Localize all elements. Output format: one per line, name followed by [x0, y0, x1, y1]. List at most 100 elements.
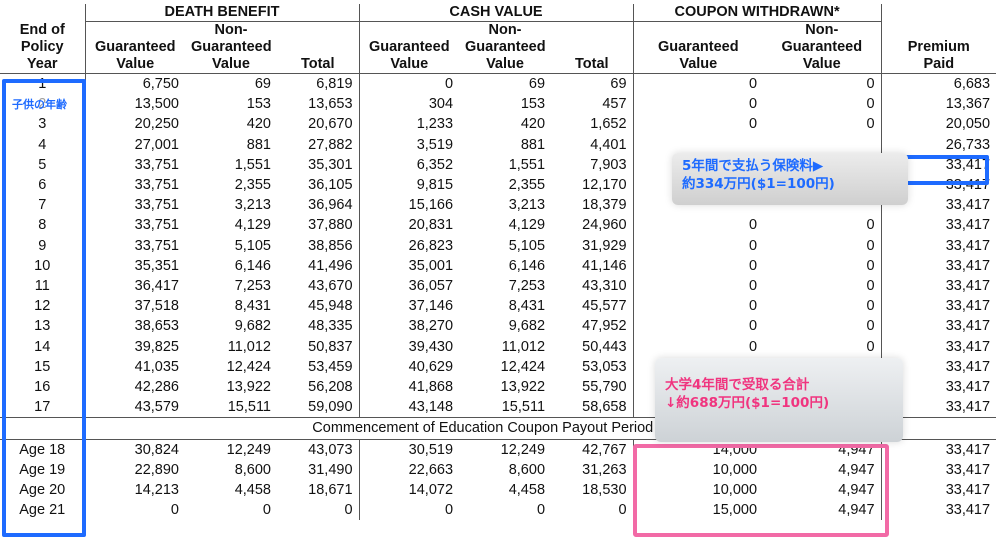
cv-non-guaranteed-cell: 9,682	[508, 318, 546, 335]
db-total-cell: 27,882	[308, 136, 353, 153]
cv-total-header: Total	[574, 56, 609, 72]
cw-non-guaranteed-cell: 0	[763, 73, 882, 95]
cv-non-guaranteed-cell: 881	[520, 136, 546, 153]
db-total-cell: 20,670	[308, 116, 353, 133]
table-row: Age 21 0 0 0 0 0 0 15,000 4,947 33,417	[0, 500, 997, 521]
table-body: 16,750696,81906969006,683213,50015313,65…	[0, 73, 997, 521]
cw-guaranteed-cell: 10,000	[632, 480, 764, 501]
db-total-cell: 13,653	[308, 96, 353, 113]
cv-guaranteed-cell: 36,057	[358, 276, 460, 297]
cv-guaranteed-cell: 39,430	[358, 336, 460, 357]
db-total-cell: 43,670	[308, 278, 353, 295]
premium-paid-cell: 6,683	[880, 73, 997, 95]
cw-non-guaranteed-cell: 4,947	[838, 461, 875, 478]
db-non-guaranteed-cell: 12,249	[226, 441, 271, 458]
cw-guaranteed-cell: 0	[632, 73, 764, 95]
db-guaranteed-cell: 27,001	[84, 134, 185, 155]
cv-total-cell: 41,146	[582, 257, 627, 274]
db-guaranteed-cell: 37,518	[84, 296, 185, 317]
db-guaranteed-header: Guaranteed Value	[84, 21, 185, 74]
cw-non-guaranteed-cell: 0	[866, 278, 875, 295]
policy-year-cell: 13	[34, 318, 51, 335]
db-non-guaranteed-cell: 7,253	[234, 278, 271, 295]
premium-callout-line2: 約334万円($1=100円)	[682, 176, 835, 192]
db-guaranteed-cell: 38,653	[84, 316, 185, 337]
table-row: 8 33,751 4,129 37,880 20,831 4,129 24,960 0 0 33,…	[0, 215, 997, 236]
cw-non-guaranteed-cell: 0	[866, 217, 875, 234]
db-guaranteed-cell: 43,579	[84, 397, 185, 418]
cw-guaranteed-cell: 0	[632, 94, 764, 115]
cv-guaranteed-cell: 38,270	[358, 316, 460, 337]
cv-non-guaranteed-cell: 0	[536, 502, 546, 519]
payout-callout-line2: ↓約688万円($1=100円)	[665, 395, 830, 411]
cv-total-cell: 43,310	[582, 278, 627, 295]
cw-guaranteed-cell: 0	[632, 316, 764, 337]
db-non-guaranteed-cell: 13,922	[226, 379, 271, 396]
cw-guaranteed-cell: 0	[632, 255, 764, 277]
payout-highlight	[633, 444, 889, 537]
policy-year-cell: 6	[38, 177, 47, 194]
policy-year-cell: 7	[38, 197, 47, 214]
db-total-cell: 56,208	[308, 379, 353, 396]
premium-paid-cell: 33,417	[880, 336, 997, 357]
db-guaranteed-cell: 36,417	[84, 276, 185, 297]
cw-guaranteed-cell	[632, 134, 764, 155]
table-row: 14 39,825 11,012 50,837 39,430 11,012 50,443 0 0…	[0, 336, 997, 357]
cv-non-guaranteed-cell: 5,105	[508, 237, 546, 254]
db-total-cell: 35,301	[308, 156, 353, 173]
db-guaranteed-cell: 20,250	[84, 114, 185, 135]
cv-guaranteed-cell: 41,868	[358, 377, 460, 398]
premium-paid-cell: 13,367	[880, 94, 997, 115]
table-row: 3 20,250 420 20,670 1,233 420 1,652 0 0 20,050	[0, 114, 997, 135]
cw-guaranteed-cell: 0	[632, 296, 764, 317]
policy-year-header: End of Policy Year	[19, 22, 65, 72]
cash-value-header: CASH VALUE	[358, 4, 634, 22]
cw-guaranteed-cell: 10,000	[632, 459, 764, 481]
cv-total-cell: 18,530	[582, 482, 627, 499]
coupon-withdrawn-header: COUPON WITHDRAWN*	[632, 4, 882, 22]
cw-guaranteed-cell: 15,000	[632, 500, 764, 521]
db-guaranteed-cell: 33,751	[84, 154, 185, 176]
cw-non-guaranteed-cell: 0	[866, 257, 875, 274]
policy-year-cell: 4	[38, 136, 47, 153]
db-total-cell: 36,964	[308, 197, 353, 214]
premium-paid-cell: 20,050	[880, 114, 997, 135]
cv-non-guaranteed-cell: 12,249	[500, 441, 546, 458]
db-non-guaranteed-cell: 2,355	[234, 177, 271, 194]
db-total-cell: 38,856	[308, 237, 353, 254]
premium-paid-header: Premium Paid	[880, 4, 997, 74]
policy-year-cell: 11	[34, 278, 50, 295]
policy-year-cell: 17	[34, 399, 51, 416]
table-row: Age 19 22,890 8,600 31,490 22,663 8,600 31,263…	[0, 459, 997, 481]
db-total-cell: 6,819	[277, 73, 360, 95]
cv-guaranteed-cell: 15,166	[358, 195, 460, 216]
cv-guaranteed-cell: 3,519	[358, 134, 460, 155]
cv-guaranteed-cell: 35,001	[358, 255, 460, 277]
cv-total-cell: 45,577	[582, 298, 627, 315]
policy-year-cell: 3	[38, 116, 47, 133]
cv-guaranteed-cell: 22,663	[358, 459, 460, 481]
premium-paid-cell: 33,417	[880, 356, 997, 378]
cv-guaranteed-cell: 6,352	[358, 154, 460, 176]
cv-guaranteed-header: Guaranteed Value	[358, 21, 460, 74]
cv-guaranteed-cell: 0	[358, 73, 460, 95]
table-row: 10 35,351 6,146 41,496 35,001 6,146 41,146 0 0 33…	[0, 255, 997, 277]
db-non-guaranteed-cell: 4,458	[234, 482, 271, 499]
db-total-cell: 41,496	[308, 257, 353, 274]
cv-non-guaranteed-cell: 3,213	[508, 197, 546, 214]
cw-guaranteed-cell: 0	[632, 336, 764, 357]
cv-guaranteed-cell: 26,823	[358, 235, 460, 256]
premium-paid-cell: 33,417	[880, 195, 997, 216]
cv-total-cell: 53,053	[582, 358, 627, 375]
cw-non-guaranteed-cell: 4,947	[838, 502, 875, 519]
policy-year-cell: 8	[38, 217, 47, 234]
db-non-guaranteed-cell: 4,129	[234, 217, 271, 234]
cv-total-cell: 69	[551, 73, 634, 95]
db-non-guaranteed-cell: 420	[246, 116, 271, 133]
policy-year-cell: 16	[34, 379, 51, 396]
payout-callout-line1: 大学4年間で受取る合計	[665, 377, 810, 393]
cv-guaranteed-cell: 0	[358, 500, 460, 521]
policy-year-cell: 5	[38, 156, 47, 173]
